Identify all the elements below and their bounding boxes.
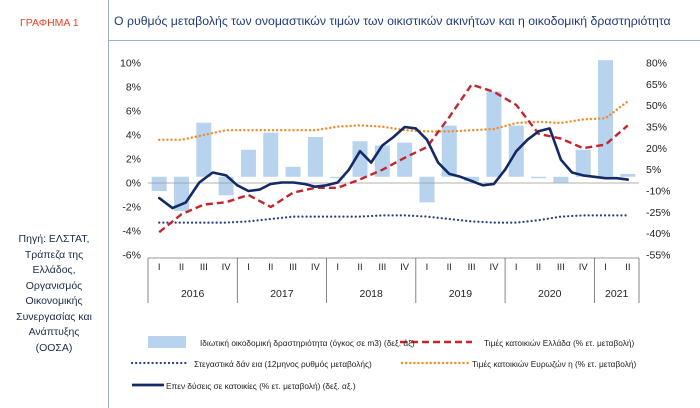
right-tick-label: 50%	[646, 100, 667, 112]
right-tick-label: 5%	[646, 164, 661, 176]
bar-18	[553, 176, 569, 183]
bar-6	[285, 166, 301, 177]
title-divider	[108, 40, 700, 41]
bar-13	[441, 125, 457, 177]
quarter-label: II	[268, 262, 273, 273]
right-tick-label: 35%	[646, 122, 667, 134]
bar-20	[598, 60, 614, 177]
chart-title: Ο ρυθμός μεταβολής των ονομαστικών τιμών…	[114, 14, 671, 28]
left-panel: ΓΡΑΦΗΜΑ 1 Πηγή: ΕΛΣΤΑΤ, Τράπεζα της Ελλά…	[0, 0, 108, 408]
bar-19	[575, 149, 591, 177]
legend-bar-icon	[148, 336, 186, 348]
chart: -6% -4% -2% 0% 2% 4% 6% 8% 10% -55% -40% -25% -10% 5…	[120, 58, 671, 387]
bar-15	[486, 91, 502, 177]
left-tick-label: -2%	[122, 202, 141, 214]
legend-investment: Επεν δύσεις σε κατοικίες (% ετ. μεταβολή…	[166, 381, 356, 391]
bar-5	[263, 132, 279, 177]
source-line: Ελλάδος,	[32, 264, 76, 276]
series-line-4	[157, 125, 630, 210]
legend-bars: Ιδιωτική οικοδομική δραστηριότητα (όγκος…	[200, 338, 415, 348]
left-tick-label: 4%	[126, 130, 141, 142]
left-tick-label: -6%	[122, 250, 141, 262]
source-line: Ανάπτυξης	[28, 326, 80, 338]
series-line-3	[158, 100, 629, 141]
bars-group	[151, 60, 636, 211]
source-line: Οργανισμός	[25, 279, 83, 292]
bar-4	[240, 149, 256, 177]
bar-21	[620, 173, 636, 177]
panel-divider	[108, 0, 109, 408]
source-note: Πηγή: ΕΛΣΤΑΤ, Τράπεζα της Ελλάδος, Οργαν…	[2, 232, 106, 356]
series-line-1	[158, 83, 629, 234]
year-label: 2021	[605, 288, 629, 300]
legend-greece: Τιμές κατοικιών Ελλάδα (% ετ. μεταβολή)	[484, 338, 635, 348]
quarter-label: IV	[579, 262, 589, 273]
bar-14	[464, 176, 480, 182]
legend-loans: Στεγαστικά δάν εια (12μηνος ρυθμός μεταβ…	[194, 359, 372, 369]
left-tick-label: -4%	[122, 226, 141, 238]
quarter-label: IV	[400, 262, 410, 273]
right-tick-label: -40%	[646, 228, 671, 240]
quarter-label: I	[604, 262, 607, 273]
legend-icons	[130, 336, 472, 387]
bar-7	[307, 136, 323, 177]
right-tick-label: -25%	[646, 207, 671, 219]
quarter-label: IV	[222, 262, 232, 273]
quarter-label: II	[179, 262, 184, 273]
quarter-label: IV	[489, 262, 499, 273]
quarter-label: II	[625, 262, 630, 273]
bar-17	[531, 176, 547, 179]
right-axis: -55% -40% -25% -10% 5% 20% 35% 50% 65% 80%	[646, 58, 671, 262]
bar-3	[218, 176, 234, 196]
quarter-label: I	[336, 262, 339, 273]
year-label: 2020	[538, 288, 562, 300]
bar-11	[397, 142, 413, 177]
year-label: 2016	[181, 288, 205, 300]
bar-2	[196, 122, 212, 177]
left-tick-label: 8%	[126, 82, 141, 94]
right-tick-label: 20%	[646, 143, 667, 155]
right-tick-label: 65%	[646, 79, 667, 91]
legend-eurozone: Τιμές κατοικιών Ευρωζών η (% ετ. μεταβολ…	[472, 359, 637, 369]
quarter-label: III	[378, 262, 386, 273]
quarter-label: I	[515, 262, 518, 273]
bar-12	[419, 176, 435, 203]
quarter-label: III	[200, 262, 208, 273]
left-tick-label: 0%	[126, 178, 141, 190]
source-line: Οικονομικής	[25, 295, 83, 307]
quarter-label: IV	[311, 262, 321, 273]
source-line: Συνεργασίας και	[16, 310, 92, 323]
year-label: 2019	[449, 288, 473, 300]
year-label: 2017	[270, 288, 294, 300]
right-tick-label: -55%	[646, 250, 671, 262]
left-tick-label: 6%	[126, 106, 141, 118]
bar-10	[374, 145, 390, 177]
series-line-2	[158, 214, 629, 224]
source-line: Πηγή: ΕΛΣΤΑΤ,	[18, 233, 90, 245]
year-label: 2018	[360, 288, 384, 300]
quarter-label: II	[536, 262, 541, 273]
left-tick-label: 10%	[120, 58, 141, 70]
quarter-label: I	[426, 262, 429, 273]
quarter-label: II	[357, 262, 362, 273]
left-axis: -6% -4% -2% 0% 2% 4% 6% 8% 10%	[120, 58, 141, 262]
graph-label: ΓΡΑΦΗΜΑ 1	[20, 17, 79, 29]
x-axis: I II III IV I II III IV I II III IV I II III IV I II III IV…	[147, 257, 640, 303]
quarter-label: I	[247, 262, 250, 273]
quarter-label: I	[158, 262, 161, 273]
right-tick-label: -10%	[646, 186, 671, 198]
quarter-label: III	[468, 262, 476, 273]
bar-8	[330, 176, 346, 179]
bar-0	[151, 176, 167, 191]
quarter-label: III	[289, 262, 297, 273]
left-tick-label: 2%	[126, 154, 141, 166]
bar-9	[352, 141, 368, 177]
quarter-label: III	[557, 262, 565, 273]
right-tick-label: 80%	[646, 58, 667, 70]
quarter-label: II	[447, 262, 452, 273]
source-line: Τράπεζα της	[24, 248, 84, 261]
source-line: (ΟΟΣΑ)	[35, 341, 73, 354]
lines-group	[157, 83, 630, 234]
